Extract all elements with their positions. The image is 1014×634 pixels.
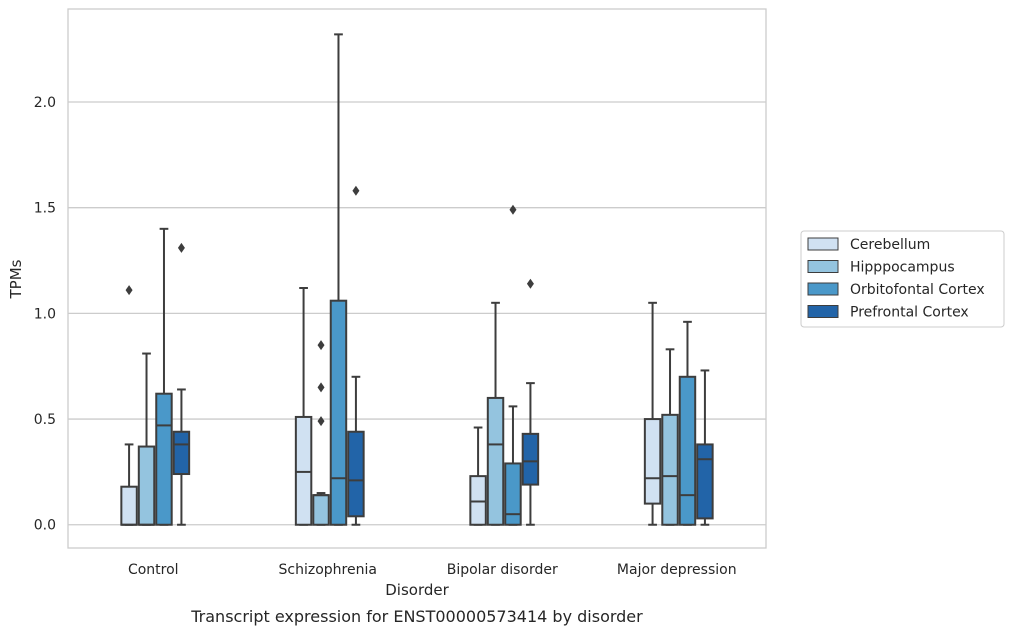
box-3-4 (521, 278, 540, 526)
box-2-2 (312, 340, 330, 526)
outlier-point (125, 285, 133, 296)
outlier-point (509, 204, 517, 215)
x-tick-label: Bipolar disorder (447, 562, 558, 578)
box-3-2 (486, 301, 505, 526)
chart-caption: Transcript expression for ENST0000057341… (190, 607, 643, 626)
box-2-3 (329, 33, 348, 526)
y-tick-label: 1.0 (34, 306, 56, 322)
box-3-3 (504, 204, 522, 526)
box-2-4 (347, 185, 365, 526)
y-axis-title: TPMs (7, 259, 25, 299)
y-tick-label: 0.5 (34, 412, 56, 428)
box-4-1 (643, 301, 662, 526)
legend: Cerebellum Hipppocampus Orbitofontal Corte… (800, 230, 1005, 328)
outlier-point (317, 382, 325, 393)
legend-label: Prefrontal Cortex (850, 305, 969, 321)
box-body (294, 415, 313, 526)
outlier-point (526, 278, 534, 289)
box-body (329, 299, 348, 526)
y-tick-label: 0.0 (34, 518, 56, 534)
x-tick-label: Schizophrenia (279, 562, 377, 578)
box-body (661, 413, 679, 526)
x-tick-label: Control (128, 562, 179, 578)
box-body (172, 430, 191, 476)
box-body (155, 392, 173, 526)
legend-label: Cerebellum (850, 237, 930, 253)
legend-swatch (807, 260, 839, 273)
legend-label: Orbitofontal Cortex (850, 282, 985, 298)
y-tick-label: 1.5 (34, 201, 56, 217)
box-4-3 (678, 320, 697, 526)
box-body (521, 432, 540, 486)
box-body (504, 462, 522, 526)
box-2-1 (294, 287, 313, 526)
y-axis-ticks: 0.0 0.5 1.0 1.5 2.0 (34, 95, 56, 534)
x-axis-title: Disorder (385, 581, 449, 599)
box-3-1 (469, 426, 487, 526)
outlier-point (177, 242, 185, 253)
plot-area-frame (67, 8, 767, 549)
box-body (469, 475, 487, 526)
legend-items: Cerebellum Hipppocampus Orbitofontal Corte… (807, 237, 985, 321)
box-4-2 (661, 348, 679, 526)
legend-frame (800, 230, 1005, 328)
outlier-point (352, 185, 360, 196)
box-1-2 (137, 352, 156, 526)
outlier-point (317, 340, 325, 351)
outlier-point (317, 416, 325, 427)
legend-swatch (807, 237, 839, 251)
box-1-4 (172, 242, 191, 526)
box-4-4 (696, 369, 714, 526)
box-body (312, 494, 330, 526)
box-body (120, 485, 138, 526)
box-body (696, 443, 714, 520)
y-tick-label: 2.0 (34, 95, 56, 111)
legend-swatch (807, 305, 839, 318)
box-1-1 (120, 285, 138, 526)
box-1-3 (155, 227, 173, 526)
box-body (347, 430, 365, 518)
x-tick-label: Major depression (617, 562, 737, 578)
x-axis-ticks: Control Schizophrenia Bipolar disorder Majo… (128, 562, 737, 578)
box-body (486, 396, 505, 526)
boxes (120, 33, 714, 526)
box-body (678, 375, 697, 526)
legend-label: Hipppocampus (850, 260, 955, 276)
box-body (643, 418, 662, 505)
legend-swatch (807, 282, 839, 296)
box-body (137, 445, 156, 526)
